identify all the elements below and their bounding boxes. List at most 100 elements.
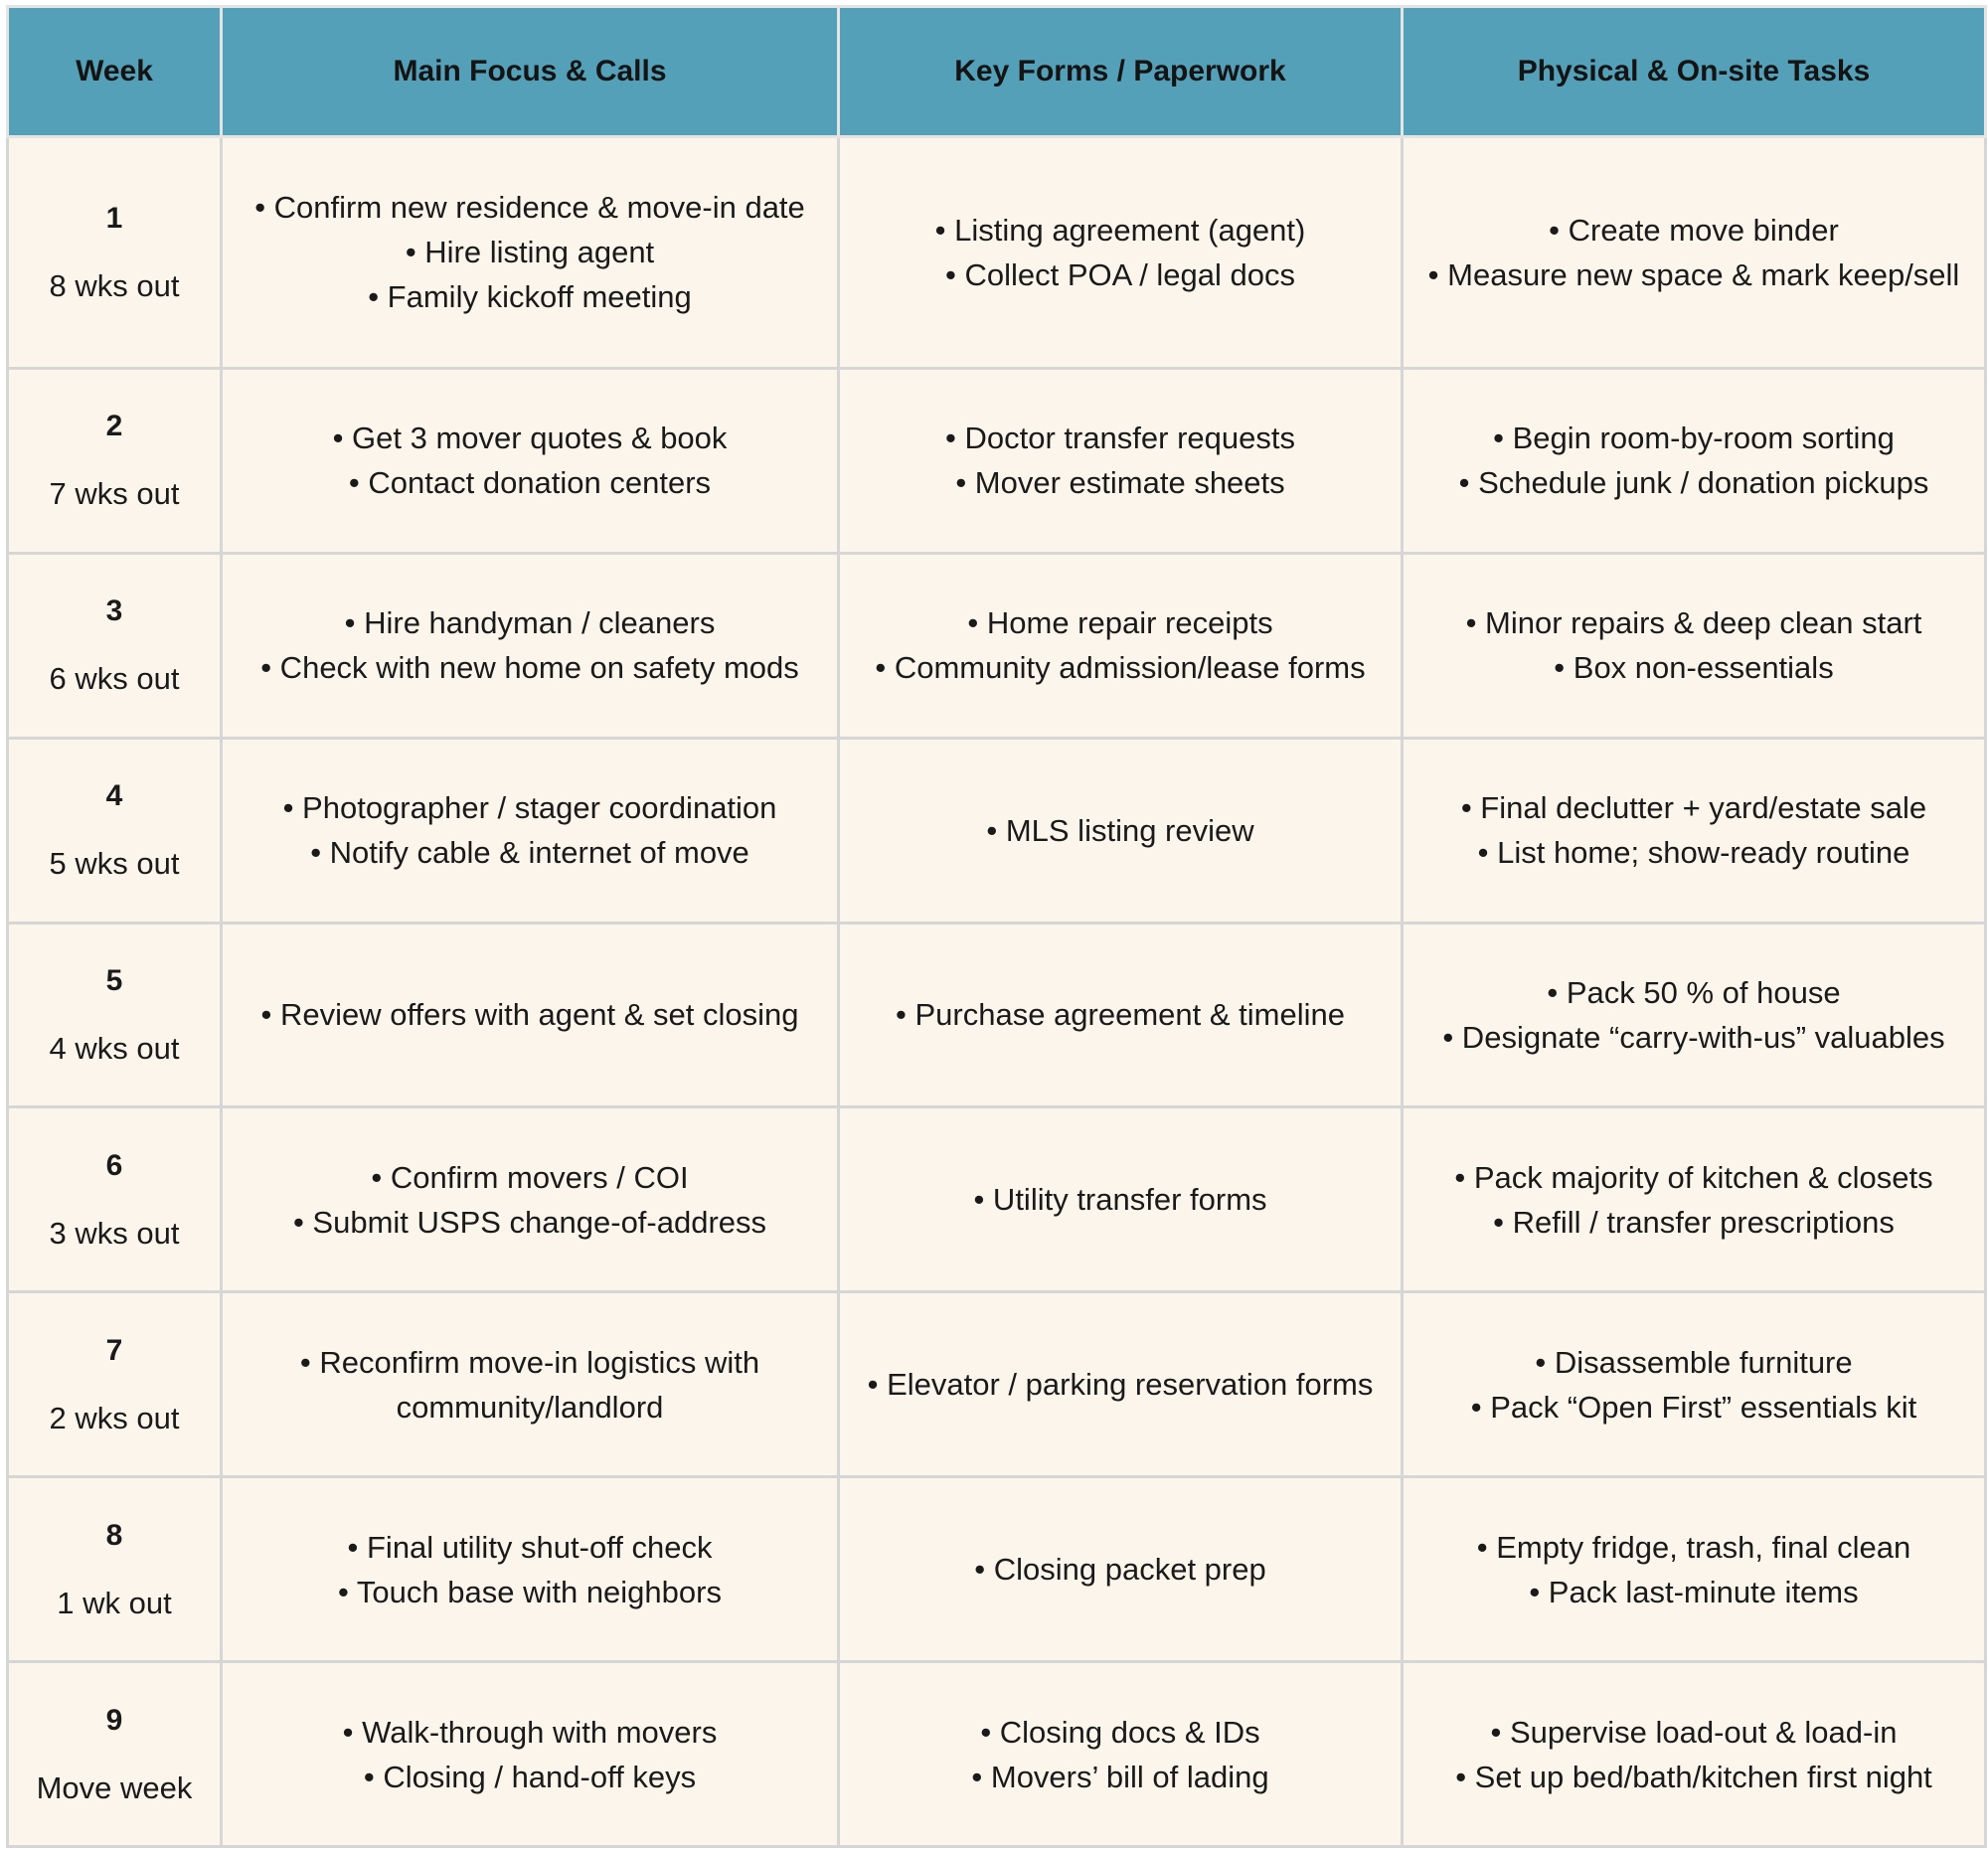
week-number: 5 xyxy=(105,963,123,997)
list-item: • Create move binder xyxy=(1549,212,1839,248)
table-row: 2 7 wks out • Get 3 mover quotes & book • C… xyxy=(6,366,1987,555)
main-focus-cell: • Walk-through with movers • Closing / ha… xyxy=(220,1660,840,1848)
week-offset: 2 wks out xyxy=(49,1400,180,1435)
list-item: • Pack 50 % of house xyxy=(1547,974,1841,1010)
main-focus-cell: • Review offers with agent & set closing xyxy=(220,921,840,1109)
physical-tasks-cell: • Begin room-by-room sorting • Schedule j… xyxy=(1401,366,1987,555)
table-row: 6 3 wks out • Confirm movers / COI • Submit… xyxy=(6,1105,1987,1294)
header-week: Week xyxy=(6,5,223,138)
key-forms-cell: • Closing packet prep xyxy=(837,1475,1404,1664)
list-item: • Pack “Open First” essentials kit xyxy=(1470,1389,1917,1425)
main-focus-cell: • Confirm movers / COI • Submit USPS chan… xyxy=(220,1105,840,1294)
list-item: • Mover estimate sheets xyxy=(955,465,1285,501)
list-item: • Pack majority of kitchen & closets xyxy=(1454,1159,1933,1195)
physical-tasks-cell: • Create move binder • Measure new space … xyxy=(1401,135,1987,370)
list-item: • Minor repairs & deep clean start xyxy=(1465,605,1922,641)
main-focus-cell: • Hire handyman / cleaners • Check with n… xyxy=(220,551,840,740)
week-cell: 9 Move week xyxy=(6,1660,223,1848)
week-number: 6 xyxy=(105,1148,123,1182)
week-offset: 6 wks out xyxy=(49,661,180,697)
physical-tasks-cell: • Minor repairs & deep clean start • Box … xyxy=(1401,551,1987,740)
week-cell: 6 3 wks out xyxy=(6,1105,223,1294)
list-item: • Photographer / stager coordination xyxy=(282,790,777,826)
list-item: • Utility transfer forms xyxy=(973,1182,1267,1218)
week-number: 8 xyxy=(105,1518,123,1552)
list-item: • Collect POA / legal docs xyxy=(944,256,1296,292)
week-cell: 7 2 wks out xyxy=(6,1290,223,1479)
main-focus-cell: • Final utility shut-off check • Touch ba… xyxy=(220,1475,840,1664)
list-item: • Family kickoff meeting xyxy=(368,279,692,315)
table-body: 1 8 wks out • Confirm new residence & move… xyxy=(6,135,1987,1848)
week-cell: 8 1 wk out xyxy=(6,1475,223,1664)
key-forms-cell: • Home repair receipts • Community admiss… xyxy=(837,551,1404,740)
physical-tasks-cell: • Supervise load-out & load-in • Set up b… xyxy=(1401,1660,1987,1848)
week-number: 7 xyxy=(105,1333,123,1367)
week-offset: 8 wks out xyxy=(49,267,180,303)
list-item: • Final declutter + yard/estate sale xyxy=(1460,790,1927,826)
list-item: • Closing docs & IDs xyxy=(980,1714,1260,1750)
list-item: • Confirm new residence & move-in date xyxy=(254,190,805,226)
list-item: • Hire handyman / cleaners xyxy=(344,605,716,641)
list-item: • Closing / hand-off keys xyxy=(363,1759,697,1794)
list-item: • MLS listing review xyxy=(986,812,1254,848)
table-header: Week Main Focus & Calls Key Forms / Pape… xyxy=(6,5,1987,138)
week-cell: 5 4 wks out xyxy=(6,921,223,1109)
main-focus-cell: • Confirm new residence & move-in date • … xyxy=(220,135,840,370)
list-item: • Community admission/lease forms xyxy=(875,650,1366,686)
week-cell: 4 5 wks out xyxy=(6,736,223,925)
list-item: • Confirm movers / COI xyxy=(371,1159,689,1195)
header-key-forms: Key Forms / Paperwork xyxy=(837,5,1404,138)
list-item: • Touch base with neighbors xyxy=(338,1574,722,1609)
list-item: • Check with new home on safety mods xyxy=(260,650,799,686)
week-cell: 3 6 wks out xyxy=(6,551,223,740)
list-item: • Pack last-minute items xyxy=(1529,1574,1859,1609)
list-item: • Home repair receipts xyxy=(967,605,1273,641)
physical-tasks-cell: • Final declutter + yard/estate sale • Li… xyxy=(1401,736,1987,925)
list-item: • List home; show-ready routine xyxy=(1477,835,1910,871)
list-item: • Set up bed/bath/kitchen first night xyxy=(1455,1759,1932,1794)
list-item: • Measure new space & mark keep/sell xyxy=(1427,256,1960,292)
key-forms-cell: • Doctor transfer requests • Mover estima… xyxy=(837,366,1404,555)
list-item: • Supervise load-out & load-in xyxy=(1490,1714,1898,1750)
list-item: • Review offers with agent & set closing xyxy=(260,997,799,1033)
main-focus-cell: • Reconfirm move-in logistics with commu… xyxy=(220,1290,840,1479)
table-row: 5 4 wks out • Review offers with agent & s… xyxy=(6,921,1987,1109)
list-item: • Movers’ bill of lading xyxy=(971,1759,1269,1794)
key-forms-cell: • Listing agreement (agent) • Collect POA… xyxy=(837,135,1404,370)
list-item: • Submit USPS change-of-address xyxy=(292,1204,767,1240)
main-focus-cell: • Get 3 mover quotes & book • Contact don… xyxy=(220,366,840,555)
week-number: 3 xyxy=(105,594,123,628)
key-forms-cell: • Utility transfer forms xyxy=(837,1105,1404,1294)
list-item: • Schedule junk / donation pickups xyxy=(1458,465,1929,501)
list-item: • Get 3 mover quotes & book xyxy=(332,421,728,456)
week-number: 9 xyxy=(105,1703,123,1737)
moving-schedule-table: Week Main Focus & Calls Key Forms / Pape… xyxy=(6,5,1987,1848)
list-item: • Listing agreement (agent) xyxy=(934,212,1306,248)
list-item: • Begin room-by-room sorting xyxy=(1493,421,1895,456)
physical-tasks-cell: • Pack 50 % of house • Designate “carry-w… xyxy=(1401,921,1987,1109)
week-cell: 1 8 wks out xyxy=(6,135,223,370)
list-item: • Doctor transfer requests xyxy=(945,421,1295,456)
list-item: • Box non-essentials xyxy=(1554,650,1834,686)
week-number: 2 xyxy=(105,410,123,443)
list-item: • Hire listing agent xyxy=(405,235,655,270)
table-row: 3 6 wks out • Hire handyman / cleaners • Ch… xyxy=(6,551,1987,740)
week-number: 4 xyxy=(105,779,123,813)
week-cell: 2 7 wks out xyxy=(6,366,223,555)
list-item: • Purchase agreement & timeline xyxy=(896,997,1345,1033)
list-item: • Notify cable & internet of move xyxy=(310,835,749,871)
physical-tasks-cell: • Pack majority of kitchen & closets • Re… xyxy=(1401,1105,1987,1294)
week-offset: 7 wks out xyxy=(49,476,180,512)
week-offset: 3 wks out xyxy=(49,1215,180,1251)
list-item: • Walk-through with movers xyxy=(342,1714,718,1750)
table-row: 9 Move week • Walk-through with movers • Cl… xyxy=(6,1660,1987,1848)
key-forms-cell: • Closing docs & IDs • Movers’ bill of la… xyxy=(837,1660,1404,1848)
key-forms-cell: • MLS listing review xyxy=(837,736,1404,925)
list-item: • Contact donation centers xyxy=(348,465,712,501)
key-forms-cell: • Purchase agreement & timeline xyxy=(837,921,1404,1109)
table-row: 4 5 wks out • Photographer / stager coordi… xyxy=(6,736,1987,925)
list-item: • Final utility shut-off check xyxy=(347,1529,713,1565)
physical-tasks-cell: • Disassemble furniture • Pack “Open Firs… xyxy=(1401,1290,1987,1479)
header-row: Week Main Focus & Calls Key Forms / Pape… xyxy=(6,5,1987,138)
week-number: 1 xyxy=(105,201,123,235)
